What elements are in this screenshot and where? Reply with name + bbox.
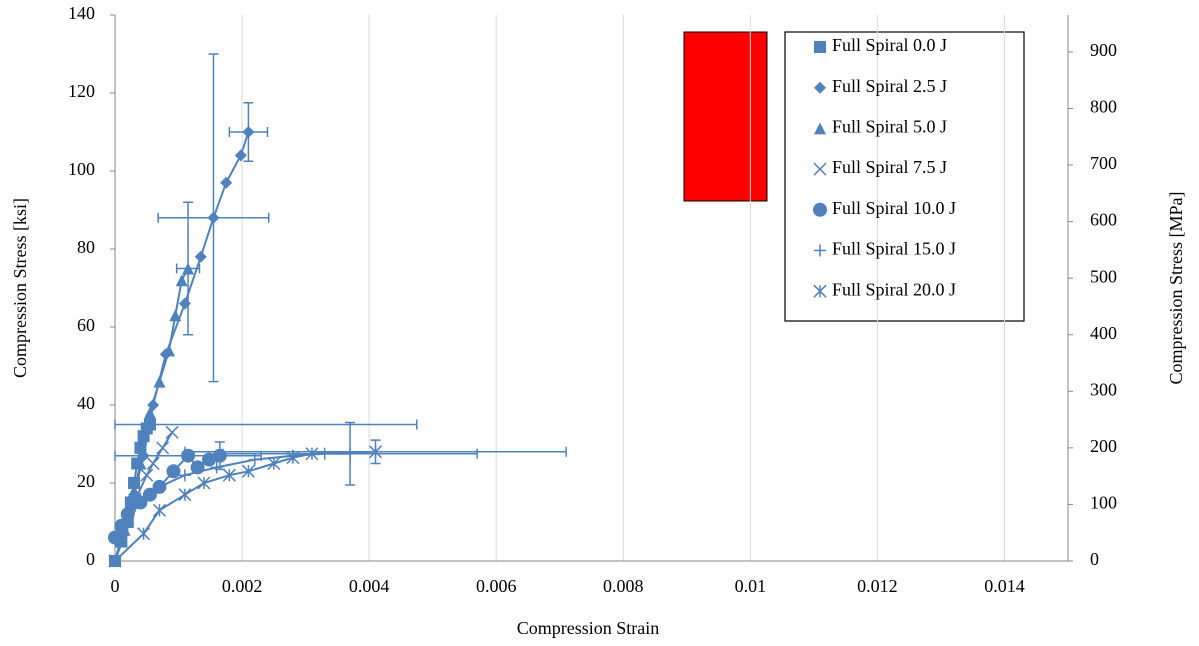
marker — [194, 250, 207, 263]
marker — [210, 461, 223, 474]
legend-entry: Full Spiral 0.0 J — [814, 35, 947, 55]
x-tick-label: 0.006 — [476, 576, 517, 596]
y-tick-label: 0 — [86, 549, 95, 569]
y2-tick-label: 700 — [1090, 153, 1117, 173]
marker — [152, 503, 167, 517]
legend-label: Full Spiral 7.5 J — [832, 157, 947, 177]
x-tick-label: 0.014 — [984, 576, 1025, 596]
x-error-bar — [114, 419, 418, 430]
marker — [234, 149, 247, 162]
marker — [212, 448, 227, 463]
marker — [137, 527, 151, 541]
marker — [175, 274, 188, 287]
legend-entry: Full Spiral 7.5 J — [813, 157, 947, 177]
legend-entry: Full Spiral 10.0 J — [813, 198, 956, 218]
marker — [178, 488, 192, 502]
y2-tick-label: 0 — [1090, 549, 1099, 569]
legend-entry: Full Spiral 2.5 J — [814, 76, 947, 96]
marker — [156, 441, 170, 455]
marker — [114, 518, 129, 533]
x-tick-label: 0.002 — [222, 576, 263, 596]
x-tick-label: 0.01 — [735, 576, 767, 596]
marker — [242, 126, 255, 138]
marker — [146, 456, 160, 471]
y2-tick-label: 300 — [1090, 379, 1117, 399]
y2-tick-label: 600 — [1090, 210, 1117, 230]
marker — [153, 375, 166, 388]
legend-image — [683, 31, 768, 202]
marker — [813, 162, 827, 176]
y-tick-label: 60 — [77, 315, 95, 335]
marker — [344, 447, 357, 460]
y2-tick-label: 400 — [1090, 323, 1117, 343]
marker — [814, 122, 826, 135]
marker — [305, 447, 319, 461]
marker — [166, 464, 181, 479]
y2-tick-label: 500 — [1090, 266, 1117, 286]
marker — [814, 81, 826, 94]
marker — [134, 492, 147, 505]
legend-label: Full Spiral 15.0 J — [832, 239, 956, 259]
y-axis-title: Compression Stress [ksi] — [10, 198, 30, 378]
marker — [169, 309, 182, 322]
legend-label: Full Spiral 10.0 J — [832, 198, 956, 218]
x-tick-label: 0 — [111, 576, 120, 596]
marker — [207, 211, 220, 224]
marker — [143, 406, 156, 419]
y2-axis-title: Compression Stress [MPa] — [1166, 192, 1186, 385]
marker — [181, 448, 196, 463]
legend-label: Full Spiral 2.5 J — [832, 76, 947, 96]
y-tick-label: 120 — [68, 81, 95, 101]
marker — [248, 453, 261, 466]
y-tick-label: 80 — [77, 237, 95, 257]
legend-label: Full Spiral 20.0 J — [832, 279, 956, 299]
marker — [108, 554, 122, 568]
marker — [286, 451, 300, 465]
marker — [108, 530, 122, 545]
marker — [220, 176, 233, 189]
marker — [814, 41, 826, 53]
marker — [178, 469, 191, 482]
y-tick-label: 100 — [68, 159, 95, 179]
marker — [813, 202, 827, 217]
y2-tick-label: 100 — [1090, 493, 1117, 513]
x-tick-label: 0.012 — [857, 576, 898, 596]
marker — [813, 284, 827, 298]
marker — [241, 464, 255, 478]
marker — [140, 468, 154, 482]
y2-tick-label: 900 — [1090, 40, 1117, 60]
marker — [121, 519, 134, 532]
y2-tick-label: 800 — [1090, 97, 1117, 117]
y-tick-label: 140 — [68, 3, 95, 23]
marker — [202, 452, 217, 467]
marker — [267, 456, 281, 471]
x-tick-label: 0.004 — [349, 576, 390, 596]
y-tick-label: 20 — [77, 471, 95, 491]
marker — [368, 445, 383, 459]
legend-box — [784, 31, 1025, 322]
x-axis-title: Compression Strain — [517, 618, 660, 638]
marker — [182, 262, 195, 275]
legend-label: Full Spiral 0.0 J — [832, 35, 947, 55]
x-tick-label: 0.008 — [603, 576, 644, 596]
marker — [165, 425, 179, 439]
legend-label: Full Spiral 5.0 J — [832, 117, 947, 137]
y-tick-label: 40 — [77, 393, 95, 413]
marker — [178, 297, 191, 310]
marker — [163, 344, 176, 357]
marker — [814, 244, 826, 257]
marker — [222, 468, 236, 482]
legend-entry: Full Spiral 15.0 J — [814, 239, 956, 259]
legend-entry: Full Spiral 20.0 J — [813, 279, 956, 299]
y2-tick-label: 200 — [1090, 436, 1117, 456]
marker — [197, 476, 211, 490]
legend-entry: Full Spiral 5.0 J — [814, 117, 947, 137]
marker — [134, 457, 147, 470]
marker — [153, 480, 166, 493]
